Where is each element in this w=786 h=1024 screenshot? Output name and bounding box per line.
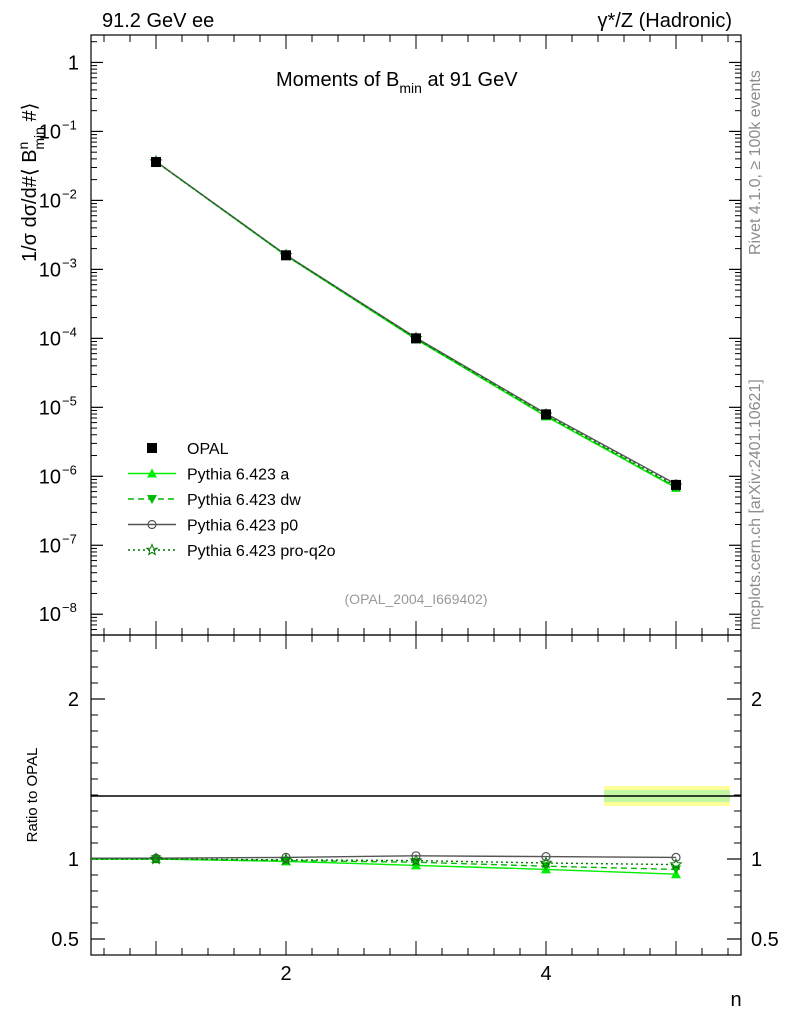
main-series-group: [149, 154, 683, 492]
ratio-y-axis: 0.5 0.5 1 1 2 2: [51, 650, 779, 951]
ratio-y-tick-label: 0.5: [51, 929, 79, 951]
main-y-tick-label: 10: [39, 121, 61, 143]
legend-label-opal: OPAL: [187, 441, 229, 458]
main-y-tick-label: 10: [39, 535, 61, 557]
ratio-y-tick-label-right: 2: [751, 689, 762, 711]
mcplots-credit-text: mcplots.cern.ch [arXiv:2401.10621]: [747, 379, 764, 630]
main-y-tick-label: 10: [39, 328, 61, 350]
main-y-tick-exponent: −1: [62, 117, 77, 132]
main-y-tick-exponent: −2: [62, 186, 77, 201]
plot-title: Moments of Bmin at 91 GeV: [276, 69, 518, 96]
legend-label-pythia-6-423-a: Pythia 6.423 a: [187, 467, 289, 484]
legend-marker-pythia-6-423-a: [147, 468, 157, 478]
analysis-id: (OPAL_2004_I669402): [345, 591, 488, 607]
legend-marker-pythia-6-423-pro-q2o: [145, 543, 159, 556]
main-y-tick-exponent: −8: [62, 600, 77, 615]
series-line-pythia-6-423-p0: [91, 855, 677, 859]
main-y-axis: 110−110−210−310−410−510−610−710−8: [39, 41, 741, 631]
series-line-pythia-6-423-pro-q2o: [155, 161, 677, 487]
data-point-opal: [281, 250, 291, 261]
ratio-series-group: [91, 851, 683, 879]
main-y-tick-label: 10: [39, 604, 61, 626]
legend-label-pythia-6-423-pro-q2o: Pythia 6.423 pro-q2o: [187, 543, 336, 560]
data-point-pythia-6-423-p0: [671, 852, 681, 863]
data-point-opal: [671, 479, 681, 490]
legend-label-pythia-6-423-dw: Pythia 6.423 dw: [187, 492, 301, 509]
data-point-pythia-6-423-p0: [541, 851, 551, 862]
series-line-pythia-6-423-dw: [155, 161, 677, 488]
data-point-pythia-6-423-pro-q2o: [669, 857, 683, 871]
legend: OPAL Pythia 6.423 a Pythia 6.423 dw Pythia …: [128, 441, 336, 560]
data-point-pythia-6-423-pro-q2o: [539, 856, 553, 869]
legend-marker-pythia-6-423-dw: [147, 495, 157, 504]
series-line-pythia-6-423-a: [155, 161, 677, 489]
main-y-tick-exponent: −4: [62, 324, 77, 339]
main-y-tick-label: 1: [68, 52, 79, 74]
main-y-tick-label: 10: [39, 397, 61, 419]
main-y-tick-label: 10: [39, 466, 61, 488]
main-y-tick-exponent: −6: [62, 462, 77, 477]
series-line-pythia-6-423-dw: [91, 858, 677, 871]
series-line-pythia-6-423-pro-q2o: [91, 858, 677, 866]
x-tick-label: 4: [540, 963, 551, 985]
ratio-y-axis-label: Ratio to OPAL: [24, 748, 41, 843]
x-axis-label: n: [730, 989, 741, 1011]
rivet-version-text: Rivet 4.1.0, ≥ 100k events: [747, 70, 764, 255]
series-line-pythia-6-423-p0: [155, 160, 677, 485]
legend-marker-pythia-6-423-p0: [147, 519, 157, 530]
legend-label-pythia-6-423-p0: Pythia 6.423 p0: [187, 518, 298, 535]
data-point-pythia-6-423-pro-q2o: [409, 853, 423, 867]
ratio-y-tick-label-right: 1: [751, 849, 762, 871]
data-point-opal: [411, 333, 421, 344]
legend-marker-opal: [147, 443, 157, 453]
data-point-opal: [541, 409, 551, 420]
ratio-y-tick-label-right: 0.5: [751, 929, 779, 951]
header-right: γ*/Z (Hadronic): [598, 10, 732, 32]
main-x-axis: [103, 35, 729, 635]
ratio-y-tick-label: 1: [68, 849, 79, 871]
main-y-tick-exponent: −5: [62, 393, 77, 408]
main-panel: 110−110−210−310−410−510−610−710−8 Moment…: [15, 34, 742, 636]
data-point-pythia-6-423-pro-q2o: [279, 852, 293, 866]
ratio-y-tick-label: 2: [68, 689, 79, 711]
header-left: 91.2 GeV ee: [102, 10, 214, 32]
main-y-tick-exponent: −7: [62, 531, 77, 546]
data-point-opal: [151, 157, 161, 168]
main-y-tick-label: 10: [39, 259, 61, 281]
data-point-pythia-6-423-pro-q2o: [149, 852, 163, 865]
main-y-tick-label: 10: [39, 190, 61, 212]
x-tick-label: 2: [280, 963, 291, 985]
data-point-pythia-6-423-p0: [411, 851, 421, 861]
main-y-tick-exponent: −3: [62, 255, 77, 270]
